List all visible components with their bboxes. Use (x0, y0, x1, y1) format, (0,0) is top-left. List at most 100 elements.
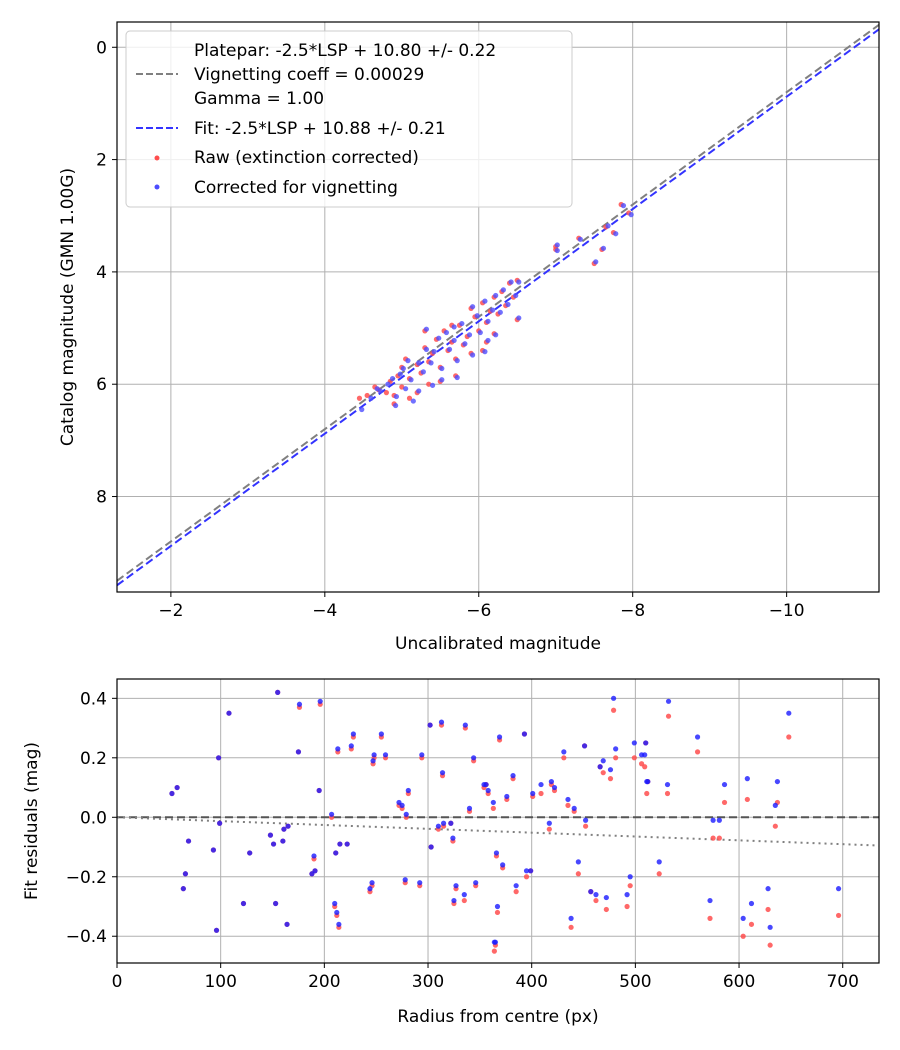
bottom-raw-point (593, 897, 599, 904)
bottom-corrected-point (593, 892, 599, 898)
bottom-raw-point (613, 755, 619, 761)
bottom-raw-point (494, 909, 501, 916)
bottom-raw-point (748, 921, 755, 927)
top-corrected-point (513, 292, 519, 299)
top-corrected-point (420, 369, 426, 375)
bottom-raw-point (710, 835, 716, 841)
top-raw-point (364, 392, 370, 399)
bottom-x-tick-label: 500 (619, 972, 651, 992)
bottom-corrected-point (280, 838, 286, 844)
top-corrected-point (490, 307, 496, 313)
bottom-x-tick-label: 200 (308, 972, 340, 992)
bottom-raw-point (546, 826, 552, 832)
top-corrected-point (393, 393, 399, 400)
bottom-y-tick-label: 0.2 (80, 749, 107, 769)
top-corrected-point (451, 324, 457, 330)
bottom-corrected-point (774, 778, 781, 785)
bottom-corrected-point (707, 897, 713, 904)
bottom-corrected-point (462, 722, 468, 728)
top-y-tick-label: 8 (96, 488, 107, 508)
bottom-raw-point (765, 906, 771, 913)
bottom-corrected-point (316, 787, 322, 794)
top-corrected-point (470, 352, 476, 358)
bottom-y-ticks: −0.4 −0.2 0.0 0.2 0.4 (66, 689, 117, 947)
bottom-y-tick-label: 0.0 (80, 808, 107, 828)
top-corrected-point (416, 388, 422, 394)
top-corrected-point (423, 346, 430, 352)
bottom-corrected-point (504, 793, 510, 800)
bottom-corrected-point (174, 784, 180, 791)
bottom-raw-point (624, 903, 630, 910)
top-corrected-point (516, 279, 522, 285)
bottom-raw-point (656, 871, 662, 877)
bottom-raw-point (583, 823, 589, 829)
top-corrected-point (474, 313, 480, 319)
bottom-corrected-point (440, 820, 447, 826)
bottom-corrected-point (561, 749, 567, 755)
bottom-corrected-point (631, 740, 637, 746)
bottom-corrected-point (270, 841, 277, 847)
top-y-tick-label: 6 (96, 375, 107, 395)
bottom-corrected-point (427, 722, 433, 728)
top-fit-lines (117, 24, 879, 587)
bottom-corrected-point (369, 880, 375, 886)
bottom-corrected-point (461, 892, 467, 898)
bottom-raw-point (513, 889, 519, 895)
bottom-corrected-point (772, 802, 778, 808)
bottom-corrected-point (588, 889, 594, 895)
top-corrected-point (431, 349, 437, 355)
legend-raw-marker (154, 155, 160, 161)
bottom-corrected-point (548, 778, 554, 785)
bottom-y-tick-label: −0.4 (66, 927, 107, 947)
bottom-corrected-point (295, 749, 302, 755)
bottom-raw-point (575, 871, 581, 877)
bottom-corrected-point (213, 927, 220, 933)
bottom-corrected-point (267, 832, 274, 838)
bottom-raw-point (538, 790, 544, 797)
bottom-corrected-point (210, 847, 217, 853)
bottom-raw-point (561, 755, 567, 761)
top-y-tick-label: 0 (96, 38, 107, 58)
top-corrected-point (593, 259, 599, 265)
bottom-raw-point (603, 906, 609, 913)
top-corrected-point (405, 358, 411, 364)
bottom-corrected-point (710, 817, 716, 823)
bottom-corrected-point (492, 939, 499, 945)
bottom-corrected-point (453, 883, 459, 889)
top-y-tick-label: 2 (96, 151, 107, 171)
bottom-corrected-point (450, 835, 456, 841)
bottom-corrected-point (565, 796, 571, 803)
top-corrected-point (505, 301, 511, 308)
top-corrected-point (482, 349, 488, 355)
bottom-corrected-point (568, 915, 574, 921)
bottom-corrected-point (334, 909, 340, 916)
top-raw-point (383, 390, 389, 396)
top-corrected-point (416, 360, 422, 366)
bottom-corrected-point (721, 781, 728, 788)
bottom-raw-point (568, 924, 574, 930)
bottom-corrected-point (716, 817, 722, 823)
bottom-corrected-point (642, 752, 648, 758)
top-corrected-point (410, 398, 416, 404)
bottom-raw-point (665, 713, 672, 719)
bottom-raw-point (707, 915, 713, 921)
bottom-corrected-point (483, 781, 489, 788)
bottom-corrected-point (180, 886, 186, 892)
bottom-corrected-point (664, 781, 671, 788)
bottom-raw-point (631, 755, 637, 761)
bottom-corrected-point (551, 784, 558, 791)
bottom-corrected-point (581, 743, 588, 749)
bottom-raw-point (627, 883, 633, 889)
bottom-corrected-point (600, 758, 606, 764)
top-corrected-point (577, 236, 583, 242)
bottom-corrected-point (402, 877, 408, 883)
bottom-corrected-point (744, 776, 750, 782)
top-corrected-point (439, 365, 445, 372)
top-corrected-point (428, 360, 434, 366)
legend-platepar-text: Platepar: -2.5*LSP + 10.80 +/- 0.22 (194, 41, 496, 61)
top-corrected-point (482, 298, 488, 304)
bottom-x-tick-label: 700 (826, 972, 858, 992)
top-plot-frame (116, 21, 880, 593)
bottom-raw-point (664, 790, 671, 797)
bottom-corrected-point (312, 868, 318, 874)
